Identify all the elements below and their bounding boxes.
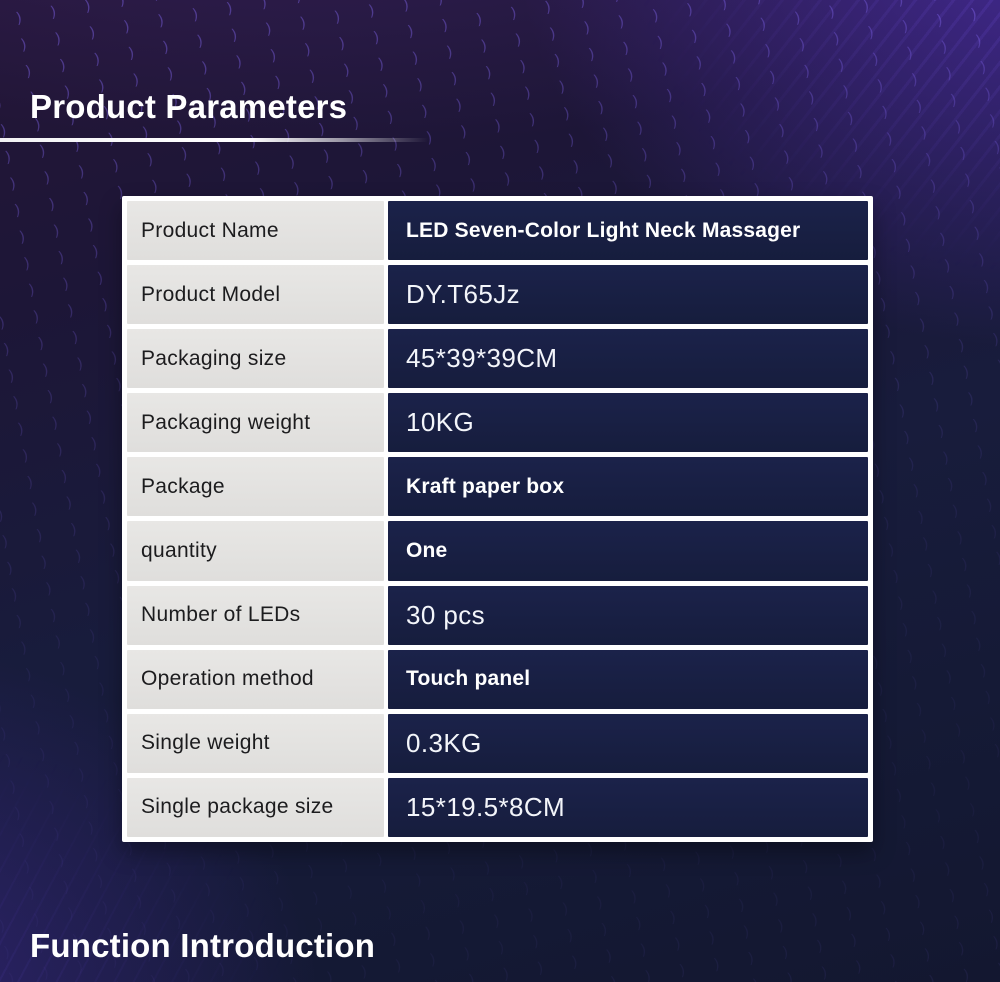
param-value: Kraft paper box	[388, 457, 868, 517]
param-label: Single weight	[127, 713, 384, 773]
param-label: quantity	[127, 521, 384, 581]
section-heading-function-introduction: Function Introduction	[30, 927, 376, 964]
param-label: Packaging size	[127, 329, 384, 389]
param-label: Operation method	[127, 649, 384, 709]
table-row: Product Name LED Seven-Color Light Neck M…	[127, 201, 868, 261]
param-label: Product Name	[127, 201, 384, 261]
table-row: Packaging weight 10KG	[127, 393, 868, 453]
param-value: 45*39*39CM	[388, 329, 868, 389]
table-row: Product Model DY.T65Jz	[127, 265, 868, 325]
param-value: DY.T65Jz	[388, 265, 868, 325]
param-value: 0.3KG	[388, 713, 868, 773]
table-row: Number of LEDs 30 pcs	[127, 585, 868, 645]
table-row: quantity One	[127, 521, 868, 581]
param-label: Packaging weight	[127, 393, 384, 453]
param-value: Touch panel	[388, 649, 868, 709]
heading-underline	[0, 138, 428, 142]
param-label: Number of LEDs	[127, 585, 384, 645]
table-row: Single package size 15*19.5*8CM	[127, 777, 868, 837]
table-row: Packaging size 45*39*39CM	[127, 329, 868, 389]
param-label: Package	[127, 457, 384, 517]
table-row: Package Kraft paper box	[127, 457, 868, 517]
product-parameters-table: Product Name LED Seven-Color Light Neck M…	[122, 196, 873, 842]
param-value: 15*19.5*8CM	[388, 777, 868, 837]
param-value: LED Seven-Color Light Neck Massager	[388, 201, 868, 261]
table-body: Product Name LED Seven-Color Light Neck M…	[127, 201, 868, 837]
table-row: Operation method Touch panel	[127, 649, 868, 709]
page-title: Product Parameters	[30, 88, 348, 125]
param-value: One	[388, 521, 868, 581]
table-row: Single weight 0.3KG	[127, 713, 868, 773]
param-label: Product Model	[127, 265, 384, 325]
param-value: 30 pcs	[388, 585, 868, 645]
param-value: 10KG	[388, 393, 868, 453]
param-label: Single package size	[127, 777, 384, 837]
